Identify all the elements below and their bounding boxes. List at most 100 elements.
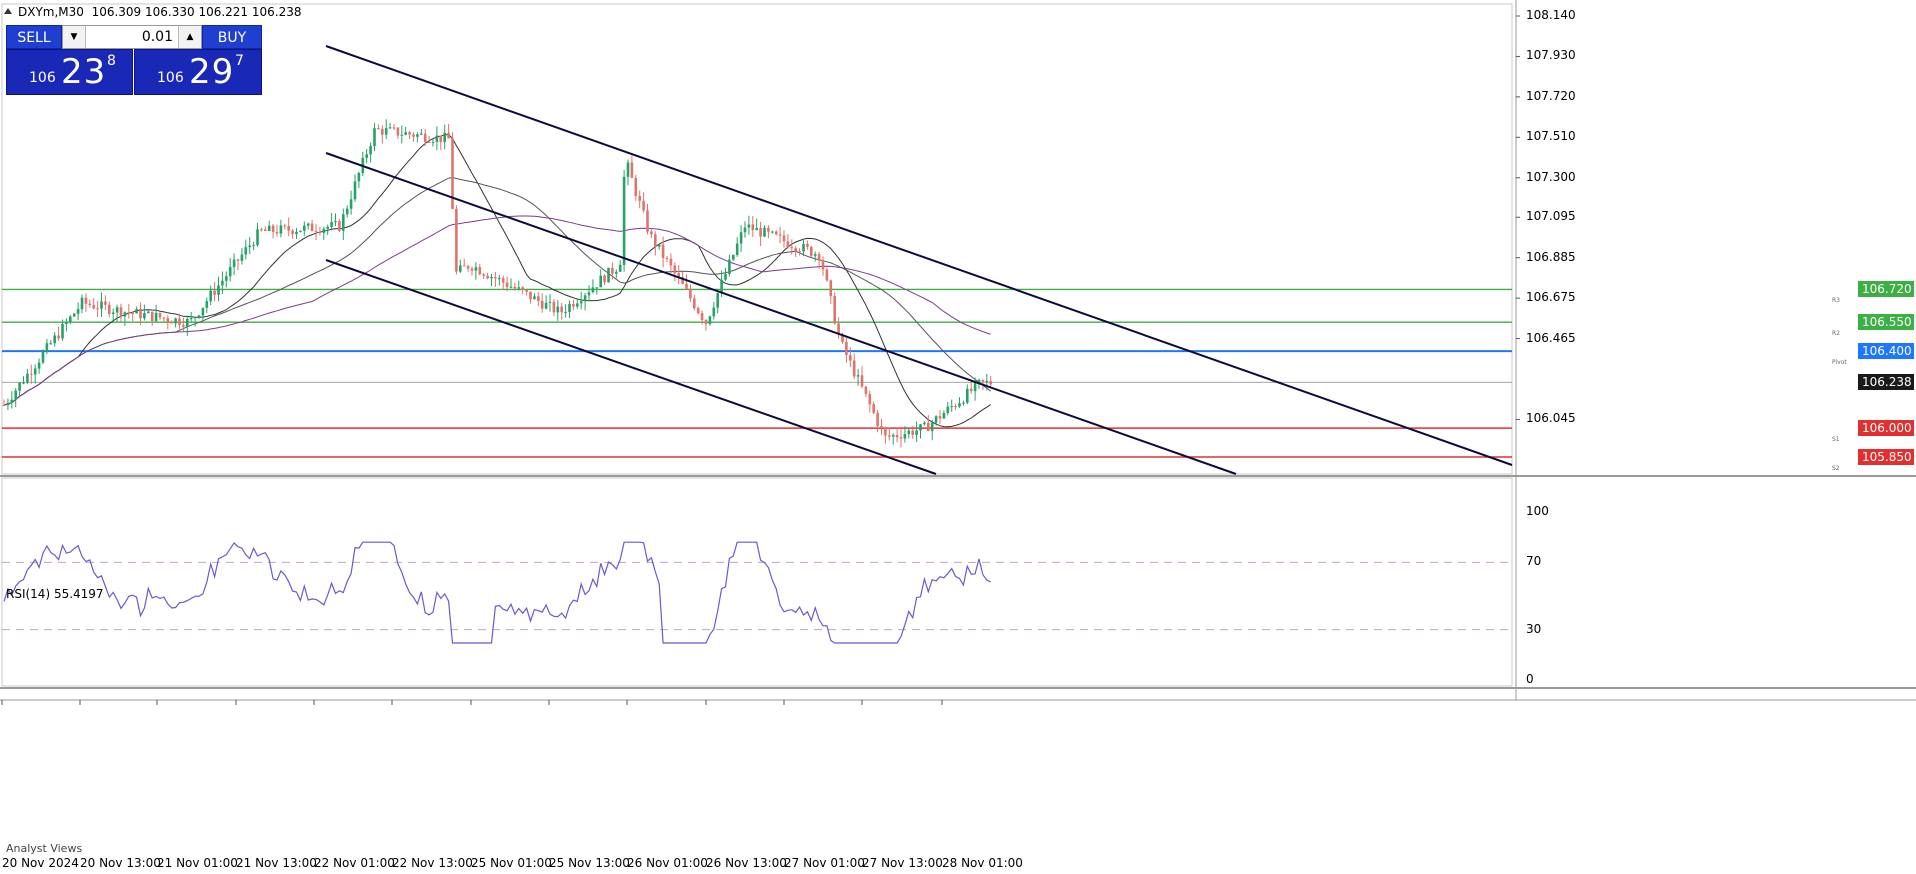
candle-body [517, 287, 521, 289]
candle-body [915, 430, 918, 435]
candle-body [872, 404, 875, 413]
candle-body [591, 287, 595, 293]
candle-body [942, 413, 946, 419]
buy-button[interactable]: BUY [202, 25, 262, 49]
candle-body [256, 229, 259, 246]
candle-body [88, 303, 92, 306]
candle-body [556, 306, 560, 313]
collapse-arrow-icon[interactable] [4, 8, 12, 14]
candle-body [404, 132, 407, 135]
candle-body [579, 301, 583, 304]
time-axis-label: 26 Nov 13:00 [706, 856, 787, 870]
candle-body [934, 416, 938, 423]
candle-body [677, 273, 680, 278]
candle-body [486, 275, 489, 279]
sell-button[interactable]: SELL [6, 25, 62, 49]
candle-body [888, 435, 891, 437]
candle-body [521, 287, 524, 290]
candle-body [178, 318, 181, 326]
candle-body [30, 373, 33, 375]
ask-price-box[interactable]: 106 29 7 [134, 49, 262, 95]
candle-body [326, 226, 329, 229]
candle-body [880, 426, 883, 428]
candle-body [80, 297, 84, 310]
candle-body [938, 416, 942, 419]
candle-body [2, 405, 6, 407]
candle-body [182, 325, 185, 327]
candle-body [786, 241, 790, 248]
candle-body [377, 128, 380, 130]
candle-body [845, 341, 848, 356]
candle-body [689, 288, 692, 299]
candle-body [474, 267, 478, 271]
ma-fast-line [3, 134, 991, 428]
candle-body [334, 221, 337, 223]
ohlc-values: 106.309 106.330 106.221 106.238 [91, 5, 302, 19]
candle-body [490, 276, 493, 279]
candle-body [685, 283, 688, 289]
candle-body [197, 315, 201, 318]
lot-decrease-arrow-icon[interactable]: ▼ [63, 26, 86, 48]
candle-body [26, 373, 29, 383]
candle-body [860, 375, 864, 387]
candle-body [252, 245, 255, 247]
candle-body [232, 259, 236, 267]
candle-body [170, 321, 173, 324]
candle-body [716, 293, 719, 308]
time-axis-label: 21 Nov 01:00 [157, 856, 238, 870]
candle-body [150, 311, 154, 321]
candle-body [275, 232, 279, 234]
candle-body [911, 430, 914, 435]
candle-body [267, 225, 271, 231]
candle-body [665, 257, 669, 259]
candle-body [14, 390, 17, 400]
candle-body [611, 267, 614, 274]
analyst-views-tab[interactable]: Analyst Views [6, 842, 83, 855]
candle-body [127, 312, 131, 314]
candle-body [618, 264, 622, 272]
candle-body [494, 276, 497, 279]
candle-body [700, 313, 704, 321]
candle-body [509, 286, 513, 288]
candle-body [108, 304, 111, 314]
lot-size-input[interactable] [87, 26, 177, 48]
candle-body [482, 274, 485, 276]
candle-body [782, 235, 786, 242]
candle-body [919, 424, 922, 431]
candle-body [400, 134, 404, 136]
candle-body [903, 434, 907, 439]
candle-body [22, 382, 25, 384]
candle-body [166, 318, 170, 322]
candle-body [431, 141, 435, 143]
candle-body [236, 259, 240, 261]
candle-body [732, 254, 735, 260]
candle-body [930, 422, 934, 432]
price-axis-tick: 107.095 [1526, 209, 1576, 224]
bid-price-box[interactable]: 106 23 8 [6, 49, 133, 95]
time-axis-label: 25 Nov 13:00 [549, 856, 630, 870]
candle-body [248, 245, 251, 248]
candle-body [392, 127, 396, 129]
candle-body [548, 301, 552, 303]
time-axis-label: 25 Nov 01:00 [471, 856, 552, 870]
candle-body [459, 265, 462, 272]
candle-body [501, 278, 505, 283]
candle-body [295, 231, 298, 235]
candle-body [299, 230, 302, 232]
candle-body [314, 231, 318, 233]
rsi-axis-tick: 70 [1526, 554, 1542, 569]
candle-body [704, 320, 708, 325]
candle-body [123, 312, 127, 317]
candle-body [33, 368, 37, 375]
time-axis-label: 20 Nov 13:00 [80, 856, 161, 870]
candle-body [958, 403, 961, 407]
lot-increase-arrow-icon[interactable]: ▲ [178, 26, 201, 48]
price-axis-tick: 106.465 [1526, 330, 1576, 345]
candle-body [420, 133, 423, 135]
candle-body [884, 427, 887, 436]
candle-body [213, 290, 216, 295]
channel-middle-line [325, 152, 1237, 475]
candle-body [622, 176, 626, 265]
